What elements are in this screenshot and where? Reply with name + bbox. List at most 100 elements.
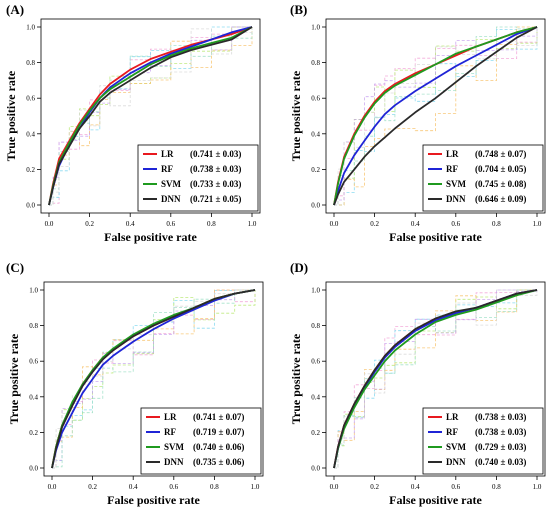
fold-roc-line <box>52 289 255 469</box>
y-tick-label: 0.4 <box>26 130 35 138</box>
y-tick-label: 0.8 <box>29 322 38 330</box>
x-axis-title: False positive rate <box>104 230 197 244</box>
plot-frame <box>43 281 264 477</box>
legend-series-name: RF <box>161 164 173 174</box>
fold-roc-line <box>334 289 538 469</box>
y-axis-title: True positive rate <box>7 333 21 424</box>
fold-roc-line <box>49 27 253 206</box>
legend-series-name: DNN <box>164 457 184 467</box>
x-tick-label: 0.8 <box>210 483 219 491</box>
legend-auc-value: (0.735 ± 0.06) <box>193 457 244 467</box>
legend-auc-value: (0.741 ± 0.03) <box>190 149 241 159</box>
y-tick-label: 1.0 <box>311 24 320 32</box>
y-tick-label: 0.0 <box>311 202 320 210</box>
roc-line-rf <box>333 26 538 206</box>
legend-auc-value: (0.704 ± 0.05) <box>475 164 526 174</box>
x-tick-label: 0.2 <box>88 483 97 491</box>
roc-panel-1: (B) 0.0 0.0 0.2 0.2 0.4 0.4 0.6 0.6 0.8 0.8 1.0 1.0 F… <box>289 2 546 244</box>
legend-auc-value: (0.719 ± 0.07) <box>193 427 244 437</box>
x-tick-label: 0.2 <box>370 483 379 491</box>
legend-series-name: DNN <box>446 457 466 467</box>
y-tick-label: 0.6 <box>311 358 320 366</box>
x-tick-label: 0.6 <box>451 483 460 491</box>
x-axis-title: False positive rate <box>389 493 482 507</box>
y-tick-label: 0.2 <box>311 429 320 437</box>
legend-series-name: LR <box>164 412 177 422</box>
fold-roc-line <box>49 26 252 206</box>
legend-auc-value: (0.738 ± 0.03) <box>475 412 526 422</box>
x-tick-label: 0.0 <box>48 483 57 491</box>
y-tick-label: 0.4 <box>29 393 38 401</box>
roc-line-dnn <box>333 289 538 469</box>
fold-roc-line <box>334 289 538 469</box>
y-tick-label: 0.4 <box>311 393 320 401</box>
x-axis-title: False positive rate <box>389 230 482 244</box>
x-tick-label: 0.4 <box>411 220 420 228</box>
legend-series-name: RF <box>164 427 176 437</box>
fold-roc-line <box>334 26 538 206</box>
roc-line-dnn <box>51 289 256 469</box>
legend-series-name: LR <box>446 412 459 422</box>
legend-series-name: SVM <box>446 442 467 452</box>
x-tick-label: 1.0 <box>533 220 542 228</box>
roc-line-dnn <box>333 26 538 206</box>
y-tick-label: 0.8 <box>311 322 320 330</box>
legend-series-name: DNN <box>446 194 466 204</box>
y-tick-label: 0.4 <box>311 130 320 138</box>
x-axis-title: False positive rate <box>107 493 200 507</box>
x-tick-label: 1.0 <box>251 483 260 491</box>
roc-line-svm <box>48 26 253 206</box>
plot-frame <box>40 18 261 214</box>
y-tick-label: 0.6 <box>26 95 35 103</box>
legend-auc-value: (0.740 ± 0.03) <box>475 457 526 467</box>
y-tick-label: 0.0 <box>26 202 35 210</box>
legend-auc-value: (0.646 ± 0.09) <box>475 194 526 204</box>
legend-series-name: RF <box>446 427 458 437</box>
x-tick-label: 0.6 <box>169 483 178 491</box>
x-tick-label: 0.0 <box>330 483 339 491</box>
x-tick-label: 0.8 <box>492 483 501 491</box>
fold-roc-line <box>334 27 538 206</box>
y-tick-label: 1.0 <box>26 24 35 32</box>
y-axis-title: True positive rate <box>4 70 18 161</box>
fold-roc-line <box>49 26 252 206</box>
roc-line-svm <box>333 289 538 469</box>
panel-label: (B) <box>290 2 307 17</box>
legend-auc-value: (0.745 ± 0.08) <box>475 179 526 189</box>
fold-roc-line <box>334 289 537 469</box>
fold-roc-line <box>334 27 538 206</box>
x-tick-label: 0.8 <box>492 220 501 228</box>
roc-line-rf <box>51 289 256 469</box>
legend-box <box>422 407 544 475</box>
y-tick-label: 0.6 <box>29 358 38 366</box>
x-tick-label: 0.6 <box>166 220 175 228</box>
y-tick-label: 0.8 <box>26 59 35 67</box>
legend-auc-value: (0.733 ± 0.03) <box>190 179 241 189</box>
y-tick-label: 1.0 <box>311 287 320 295</box>
y-axis-title: True positive rate <box>289 333 303 424</box>
legend-auc-value: (0.738 ± 0.03) <box>475 427 526 437</box>
fold-roc-line <box>52 289 256 469</box>
y-tick-label: 0.6 <box>311 95 320 103</box>
x-tick-label: 1.0 <box>248 220 257 228</box>
legend-auc-value: (0.740 ± 0.06) <box>193 442 244 452</box>
legend-auc-value: (0.729 ± 0.03) <box>475 442 526 452</box>
y-tick-label: 1.0 <box>29 287 38 295</box>
legend-series-name: LR <box>446 149 459 159</box>
roc-line-dnn <box>48 26 253 206</box>
plot-frame <box>325 281 546 477</box>
x-tick-label: 0.4 <box>126 220 135 228</box>
roc-panel-3: (D) 0.0 0.0 0.2 0.2 0.4 0.4 0.6 0.6 0.8 0.8 1.0 1.0 F… <box>289 260 546 507</box>
panel-label: (D) <box>290 260 308 275</box>
fold-roc-line <box>52 289 255 469</box>
fold-roc-line <box>334 289 537 469</box>
roc-line-svm <box>333 26 538 206</box>
y-tick-label: 0.0 <box>29 465 38 473</box>
roc-panel-0: (A) 0.0 0.0 0.2 0.2 0.4 0.4 0.6 0.6 0.8 0.8 1.0 1.0 F… <box>4 2 261 244</box>
y-tick-label: 0.2 <box>29 429 38 437</box>
y-tick-label: 0.2 <box>26 166 35 174</box>
x-tick-label: 0.6 <box>451 220 460 228</box>
legend-series-name: SVM <box>161 179 182 189</box>
x-tick-label: 0.8 <box>207 220 216 228</box>
